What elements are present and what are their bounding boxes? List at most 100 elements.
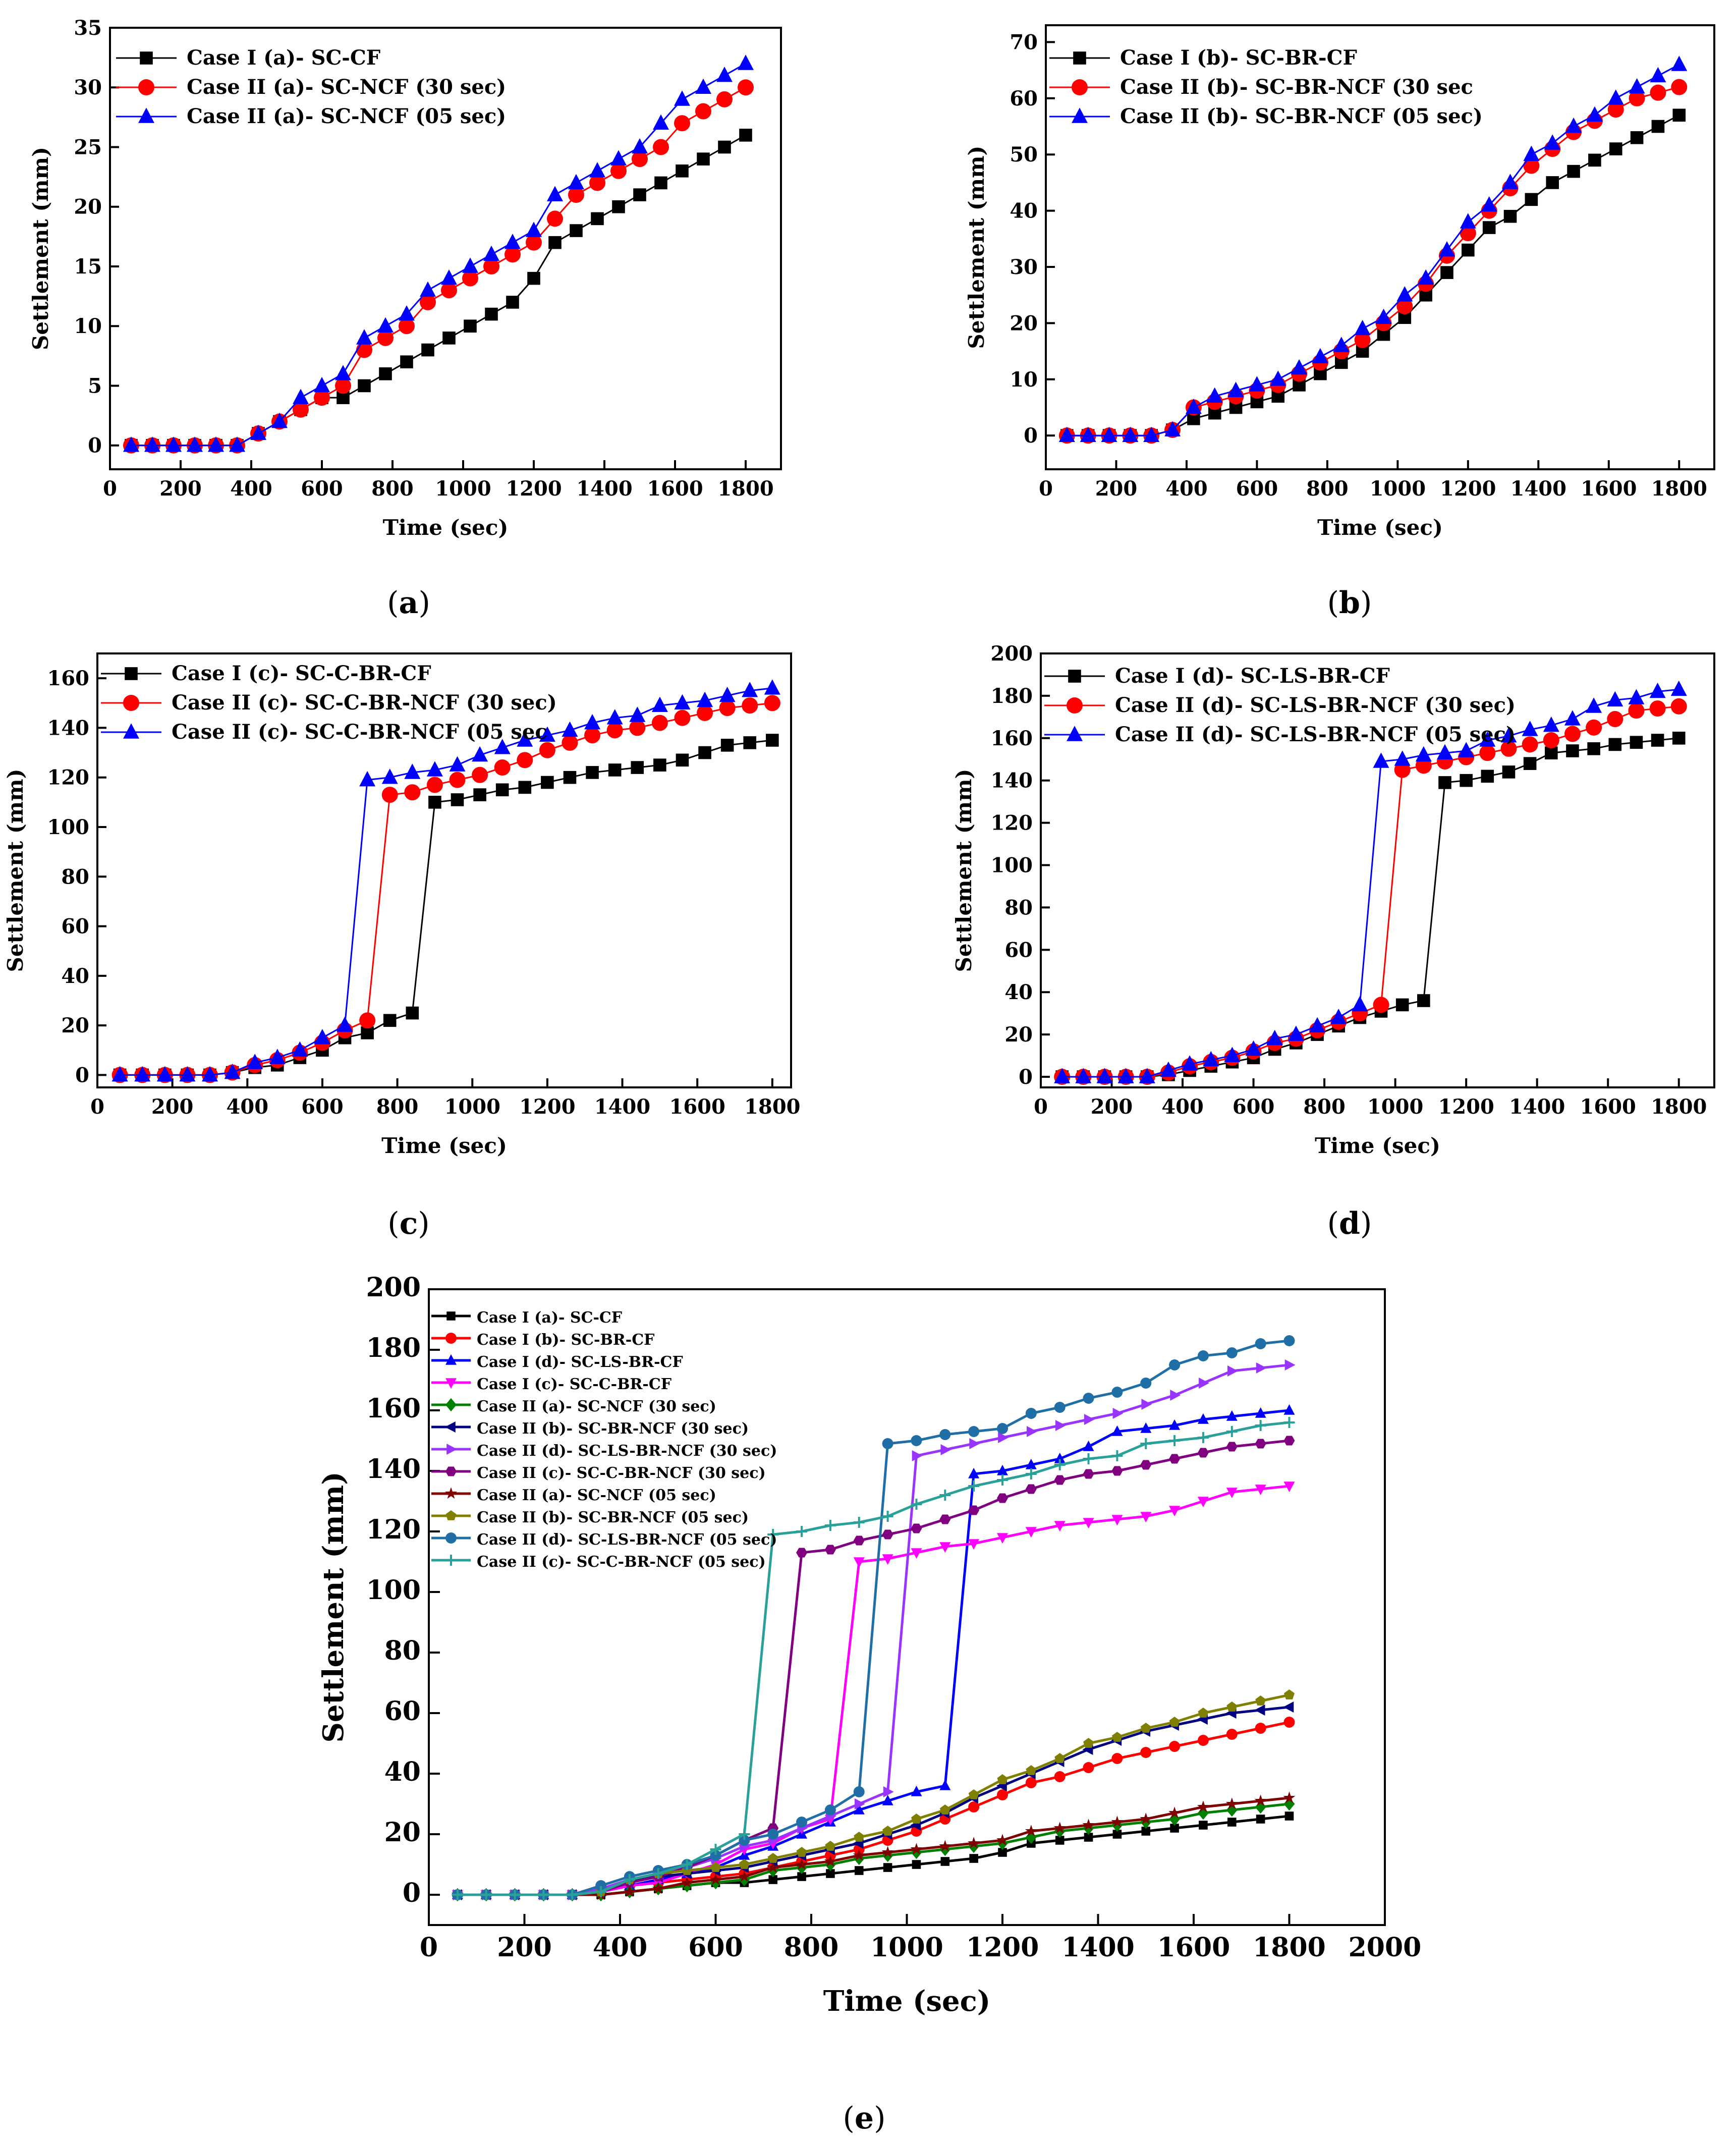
legend-label: Case II (b)- SC-BR-NCF (05 sec) [477,1509,749,1526]
data-point [709,1873,722,1885]
data-point [739,1835,750,1846]
data-point [1283,1791,1296,1803]
x-tick-label: 800 [376,1095,419,1119]
y-tick-label: 40 [384,1756,421,1787]
data-point [1140,1723,1151,1733]
data-point [539,742,555,758]
y-tick-label: 200 [366,1272,421,1303]
data-point [1481,196,1497,212]
y-tick-label: 20 [1010,311,1038,335]
data-point [547,186,563,201]
y-tick-label: 80 [61,865,89,889]
data-point [1500,740,1517,757]
legend-marker [140,51,153,65]
data-point [1671,56,1688,71]
x-tick-label: 400 [227,1095,269,1119]
y-tick-label: 60 [384,1696,421,1727]
data-point [710,1862,721,1872]
chart-b: 0 200 400 600 800 1000 1200 1400 1600 1800 0 10 20 30… [964,24,1715,540]
data-point [610,162,627,179]
data-point [1169,1435,1181,1446]
data-point [1609,142,1622,155]
data-point [1330,1009,1347,1024]
data-point [1164,421,1181,436]
data-point [1197,1448,1209,1458]
y-tick-label: 40 [1004,980,1033,1004]
x-tick-label: 200 [1095,477,1138,501]
data-point [452,1889,463,1900]
data-point [1628,702,1645,719]
legend-marker [445,1466,457,1476]
data-point [441,269,457,285]
data-point [1649,700,1666,717]
data-point [1395,998,1409,1012]
data-point [1309,1017,1326,1033]
data-point [742,697,758,714]
data-point [483,258,499,275]
legend-marker [445,1378,457,1389]
data-point [1440,266,1453,279]
x-tick-label: 800 [1306,477,1349,501]
data-point [796,1817,808,1828]
data-point [1283,1701,1294,1713]
data-point [1460,774,1473,787]
legend: Case I (c)- SC-C-BR-CF Case II (c)- SC-C-… [101,662,557,744]
x-tick-label: 1000 [444,1095,500,1119]
data-point [1197,1432,1209,1443]
data-point [1567,164,1580,178]
data-point [1479,731,1496,747]
data-point [764,695,780,711]
data-point [797,1872,806,1881]
series-3 [1054,680,1687,1083]
data-point [1462,243,1475,257]
data-point [1525,193,1538,206]
y-tick-label: 30 [1010,255,1038,279]
series-3 [123,54,754,452]
data-point [123,436,139,452]
data-point [1101,426,1117,442]
data-point [1206,387,1223,403]
y-axis-label: Settlement (mm) [317,1471,350,1742]
data-point [1417,994,1430,1007]
data-point [1053,1822,1066,1834]
legend-marker [445,1510,457,1520]
data-point [651,696,668,712]
data-point [1083,1440,1094,1451]
y-tick-label: 120 [991,811,1033,835]
x-axis-label: Time (sec) [1315,1133,1440,1158]
data-point [629,720,646,736]
data-point [767,1853,778,1863]
data-point [224,1063,241,1079]
x-tick-label: 0 [420,1932,438,1963]
legend-label: Case I (d)- SC-LS-BR-CF [477,1353,683,1371]
data-point [377,330,394,346]
legend-marker [445,1398,457,1412]
y-tick-label: 140 [366,1454,421,1485]
data-point [854,1832,865,1842]
data-point [1227,381,1244,397]
x-tick-label: 600 [301,477,343,501]
data-point [854,1866,864,1875]
data-point [464,319,477,333]
data-point [653,139,669,155]
data-point [314,1029,330,1045]
data-point [1140,1460,1152,1470]
legend-label: Case II (a)- SC-NCF (05 sec) [187,104,506,128]
legend: Case I (a)- SC-CF Case II (a)- SC-NCF (30… [116,46,506,128]
panel-label-a: (a) [387,585,430,621]
data-point [1439,241,1455,257]
y-tick-label: 60 [1004,938,1033,962]
x-tick-label: 2000 [1349,1932,1422,1963]
data-point [681,1879,693,1893]
data-point [608,763,622,777]
data-point [1143,426,1160,442]
plot-frame [109,27,782,470]
data-point [1197,1735,1209,1746]
legend-label: Case II (d)- SC-LS-BR-NCF (05 sec) [477,1531,777,1549]
x-axis-label: Time (sec) [381,1133,507,1158]
data-point [1254,1794,1267,1806]
data-point [1111,1387,1123,1398]
y-tick-label: 80 [384,1635,421,1666]
data-point [720,739,734,752]
legend-label: Case II (d)- SC-LS-BR-NCF (30 sec) [1115,693,1516,717]
